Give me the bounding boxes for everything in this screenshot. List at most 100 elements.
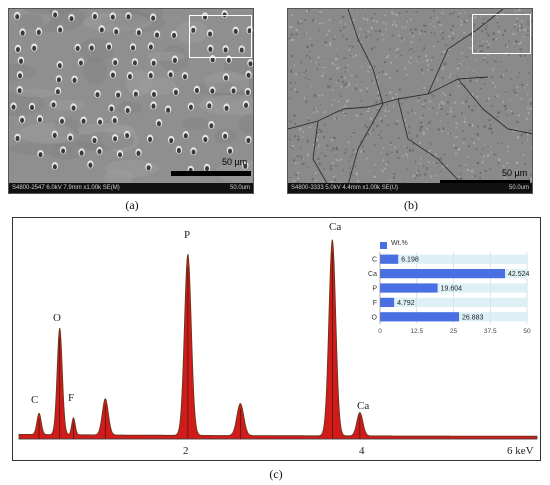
bar-band — [380, 254, 527, 264]
surface-crack — [347, 103, 384, 186]
bar-band — [380, 283, 527, 293]
surface-pit — [153, 30, 161, 39]
bar-band — [380, 297, 527, 308]
surface-pit — [59, 146, 67, 155]
bar-c — [380, 254, 399, 264]
x-tick-2: 2 — [183, 445, 189, 457]
surface-crack — [457, 78, 532, 135]
surface-pit — [31, 43, 38, 52]
sem-footer-a-scale: 50.0um — [229, 185, 250, 191]
x-tick-label: 25 — [450, 328, 458, 335]
surface-pit — [16, 85, 23, 94]
surface-pit — [123, 130, 131, 139]
surface-pit — [78, 148, 85, 157]
surface-pit — [209, 86, 216, 95]
surface-pit — [108, 104, 115, 113]
surface-pit — [150, 101, 157, 110]
surface-pit — [147, 70, 154, 79]
surface-pit — [17, 56, 25, 65]
peak-label-ca-secondary: Ca — [357, 400, 369, 412]
surface-pit — [247, 59, 253, 68]
surface-pit — [232, 26, 239, 35]
surface-pit — [109, 70, 117, 79]
surface-pit — [187, 102, 195, 111]
sem-footer-b: S4800-3333 5.0kV 4.4mm x1.00k SE(U) 50.0… — [288, 183, 532, 193]
surface-pit — [171, 55, 179, 64]
surface-pit — [56, 60, 63, 69]
surface-pit — [111, 133, 119, 142]
surface-pit — [226, 146, 234, 155]
value-label: 4.792 — [397, 300, 415, 307]
panel-label-b: (b) — [404, 198, 418, 212]
scalebar-a — [171, 171, 251, 176]
surface-pit — [206, 101, 213, 110]
surface-pit — [96, 146, 103, 155]
surface-pit — [70, 103, 77, 112]
surface-pit — [28, 102, 36, 111]
surface-pit — [126, 71, 134, 80]
surface-pit — [175, 145, 183, 154]
surface-pit — [35, 27, 43, 36]
surface-pit — [129, 43, 137, 52]
surface-pit — [55, 75, 63, 84]
surface-pit — [150, 58, 157, 67]
wt-percent-chart: Wt.% 0 12.5 25 37.5 50 C 6.198 Ca 42.524 P 19.604 F… — [364, 240, 534, 337]
surface-pit — [182, 131, 190, 140]
sem-footer-a: S4800-2547 6.0kV 7.9mm x1.00k SE(M) 50.0… — [9, 183, 253, 193]
sem-footer-b-scale: 50.0um — [508, 185, 529, 191]
surface-pit — [125, 12, 132, 21]
legend-swatch — [380, 242, 387, 249]
surface-pit — [50, 100, 57, 109]
surface-crack — [312, 120, 329, 186]
bar-p — [380, 283, 438, 293]
surface-pit — [230, 86, 237, 95]
sem-footer-b-info: S4800-3333 5.0kV 4.4mm x1.00k SE(U) — [291, 185, 399, 191]
x-tick-label: 37.5 — [484, 328, 497, 335]
surface-crack — [347, 9, 384, 105]
category-label: P — [372, 286, 377, 293]
x-tick-label: 12.5 — [410, 328, 423, 335]
surface-pit — [14, 133, 21, 142]
surface-pit — [18, 115, 26, 124]
surface-pit — [170, 30, 178, 39]
surface-pit — [131, 58, 139, 67]
surface-pit — [203, 163, 211, 172]
surface-pit — [111, 115, 118, 124]
inset-box-a — [189, 15, 252, 58]
legend-label: Wt.% — [391, 240, 408, 247]
category-label: O — [372, 314, 378, 321]
surface-pit — [56, 25, 64, 34]
surface-pit — [94, 89, 101, 98]
surface-pit — [244, 87, 252, 96]
x-unit-label: 6 keV — [507, 445, 534, 457]
surface-pit — [149, 13, 157, 22]
surface-pit — [135, 148, 142, 157]
sem-image-b: 50 µm S4800-3333 5.0kV 4.4mm x1.00k SE(U… — [287, 8, 533, 194]
surface-pit — [96, 117, 104, 126]
surface-pit — [114, 90, 122, 99]
surface-pit — [223, 103, 230, 112]
surface-pit — [155, 118, 163, 127]
surface-pit — [88, 43, 95, 52]
value-label: 19.604 — [441, 286, 463, 293]
surface-crack — [427, 9, 504, 95]
surface-pit — [164, 105, 172, 114]
surface-pit — [167, 135, 175, 144]
surface-pit — [145, 163, 152, 172]
inset-box-b — [472, 14, 531, 54]
surface-pit — [245, 135, 252, 144]
bar-o — [380, 312, 460, 322]
surface-pit — [91, 11, 99, 20]
surface-pit — [58, 116, 66, 125]
surface-pit — [37, 149, 44, 158]
surface-pit — [147, 42, 155, 51]
peak-label-p: P — [184, 229, 190, 241]
x-tick-4: 4 — [359, 445, 365, 457]
surface-pit — [181, 71, 189, 80]
surface-pit — [98, 25, 106, 34]
surface-pit — [51, 130, 58, 139]
value-label: 42.524 — [508, 271, 530, 278]
surface-pit — [238, 45, 245, 54]
surface-pit — [71, 75, 78, 84]
eds-spectrum-plot: C O F P Ca Ca 2 4 6 keV — [18, 221, 538, 457]
